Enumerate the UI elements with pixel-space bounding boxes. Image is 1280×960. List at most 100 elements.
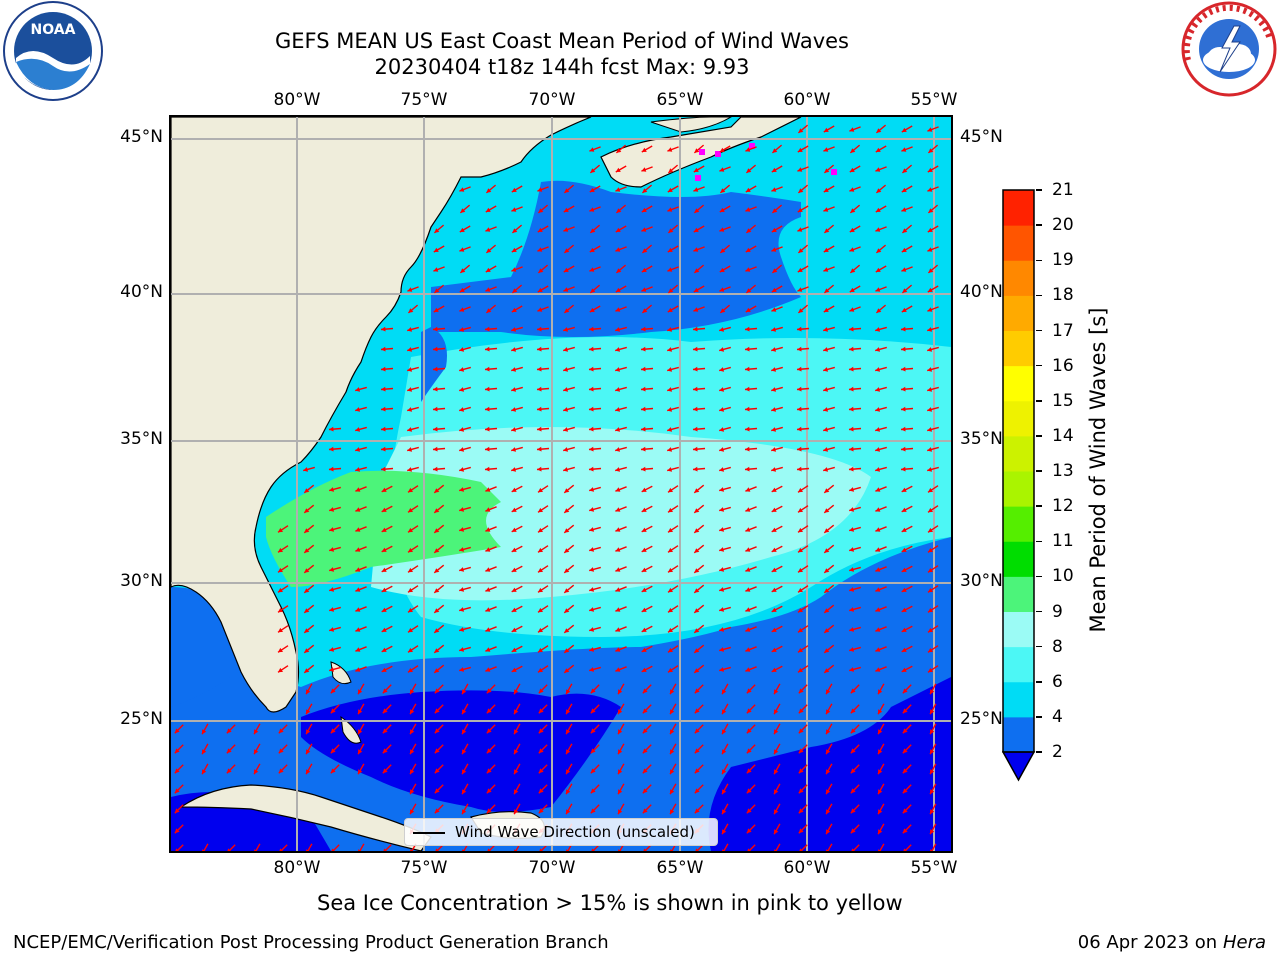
- wave-direction-arrowhead: [826, 729, 831, 735]
- wave-direction-arrowhead: [564, 508, 570, 513]
- wave-direction-arrowhead: [670, 709, 675, 715]
- land-bahamas-south: [340, 715, 362, 744]
- wave-direction-arrowhead: [358, 729, 363, 735]
- wave-direction-arrowhead: [511, 627, 517, 632]
- wave-direction-arrowhead: [381, 346, 386, 352]
- wave-direction-arrowhead: [719, 567, 725, 572]
- wave-direction-arrowhead: [589, 607, 595, 612]
- wave-direction-arrowhead: [901, 527, 907, 532]
- wave-direction-arrowhead: [410, 789, 415, 795]
- wave-direction-arrowhead: [875, 527, 881, 532]
- wave-direction-arrowhead: [849, 287, 855, 292]
- wave-direction-arrowhead: [849, 487, 855, 492]
- wave-direction-arrowhead: [511, 607, 517, 612]
- wave-direction-arrowhead: [642, 808, 648, 814]
- wave-direction-arrowhead: [824, 568, 830, 573]
- wave-direction-arrowhead: [719, 207, 725, 212]
- lat-label-left: 25°N: [120, 709, 163, 729]
- wave-direction-arrowhead: [407, 367, 413, 372]
- wave-direction-arrowhead: [667, 327, 673, 332]
- wave-direction-arrowhead: [875, 547, 881, 552]
- wave-direction-arrowhead: [642, 768, 648, 774]
- wave-direction-arrowhead: [824, 508, 830, 513]
- wave-direction-arrowhead: [381, 446, 386, 452]
- wave-direction-arrowhead: [538, 788, 544, 794]
- wave-direction-arrowhead: [459, 467, 465, 472]
- wave-direction-arrowhead: [771, 527, 777, 532]
- wave-direction-arrowhead: [851, 848, 855, 851]
- wave-direction-arrowhead: [746, 808, 752, 814]
- wave-direction-arrowhead: [694, 528, 700, 533]
- wave-direction-arrowhead: [514, 769, 519, 775]
- wave-direction-arrowhead: [641, 487, 647, 492]
- wave-direction-arrow: [488, 844, 496, 851]
- wave-direction-arrowhead: [381, 607, 387, 612]
- wave-direction-arrowhead: [538, 708, 544, 714]
- wave-direction-arrowhead: [901, 326, 906, 332]
- wave-direction-arrow: [800, 844, 808, 851]
- wave-direction-arrowhead: [381, 406, 386, 412]
- wave-direction-arrowhead: [720, 248, 726, 253]
- colorbar: [1001, 188, 1036, 782]
- wave-direction-arrowhead: [459, 187, 465, 192]
- wave-direction-arrowhead: [927, 427, 933, 432]
- wave-direction-arrowhead: [878, 829, 883, 835]
- wave-direction-arrowhead: [304, 668, 310, 673]
- wave-direction-arrowhead: [930, 789, 935, 795]
- wave-direction-arrowhead: [511, 267, 517, 272]
- wave-direction-arrowhead: [875, 347, 881, 352]
- wave-direction-arrowhead: [719, 267, 725, 272]
- wave-direction-arrowhead: [878, 709, 883, 715]
- wave-direction-arrowhead: [537, 346, 542, 352]
- wave-direction-arrowhead: [694, 728, 700, 734]
- wave-direction-arrowhead: [589, 386, 594, 392]
- wave-direction-arrowhead: [771, 287, 777, 292]
- wave-direction-arrowhead: [771, 467, 777, 472]
- wave-direction-arrowhead: [901, 406, 906, 412]
- wave-direction-arrowhead: [774, 809, 779, 815]
- wave-direction-arrowhead: [798, 487, 803, 493]
- wave-direction-arrowhead: [823, 327, 829, 332]
- wave-direction-arrowhead: [407, 287, 413, 292]
- wave-direction-arrowhead: [589, 207, 595, 212]
- colorbar-tick-mark: [1036, 716, 1042, 718]
- wave-direction-arrowhead: [722, 849, 726, 851]
- lon-label-top: 70°W: [528, 90, 576, 110]
- wave-direction-arrowhead: [930, 709, 935, 715]
- wave-direction-arrowhead: [355, 607, 361, 612]
- wave-direction-arrowhead: [538, 527, 543, 533]
- wave-direction-arrowhead: [590, 708, 596, 714]
- wave-direction-arrow: [176, 844, 184, 851]
- wave-direction-arrowhead: [826, 849, 830, 851]
- wave-direction-arrowhead: [462, 789, 467, 795]
- wave-direction-arrowhead: [927, 287, 933, 292]
- lon-label-bottom: 60°W: [783, 858, 831, 878]
- wave-direction-arrowhead: [875, 267, 881, 272]
- wave-direction-arrowhead: [719, 627, 725, 632]
- footer-host: Hera: [1222, 932, 1266, 953]
- wave-direction-arrowhead: [930, 729, 935, 735]
- wave-direction-arrowhead: [745, 587, 751, 592]
- wave-direction-arrowhead: [511, 647, 517, 652]
- wave-direction-arrowhead: [901, 507, 907, 512]
- wave-direction-arrowhead: [693, 287, 699, 292]
- wave-direction-arrowhead: [928, 547, 933, 553]
- wave-direction-arrowhead: [693, 366, 698, 372]
- colorbar-tick-mark: [1036, 294, 1042, 297]
- wave-direction-arrowhead: [564, 488, 570, 493]
- wave-direction-arrowhead: [722, 709, 727, 715]
- wave-direction-arrowhead: [693, 386, 698, 392]
- nws-logo: [1180, 0, 1278, 98]
- wave-direction-arrowhead: [798, 828, 804, 834]
- wave-direction-arrowhead: [433, 386, 438, 392]
- wave-direction-arrowhead: [746, 288, 752, 293]
- wave-direction-arrowhead: [667, 387, 673, 392]
- wave-direction-arrowhead: [485, 527, 491, 532]
- wave-direction-arrowhead: [772, 208, 778, 213]
- wave-direction-arrowhead: [226, 728, 232, 734]
- wave-direction-arrowhead: [355, 547, 361, 552]
- wave-direction-arrowhead: [797, 466, 802, 472]
- wave-direction-arrowhead: [771, 387, 777, 392]
- wave-direction-arrowhead: [641, 406, 646, 412]
- wave-direction-arrowhead: [564, 628, 570, 633]
